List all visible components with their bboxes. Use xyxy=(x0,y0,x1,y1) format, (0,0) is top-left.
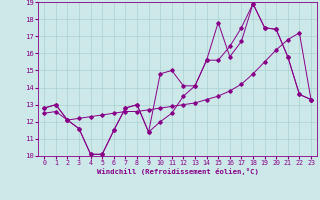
X-axis label: Windchill (Refroidissement éolien,°C): Windchill (Refroidissement éolien,°C) xyxy=(97,168,259,175)
